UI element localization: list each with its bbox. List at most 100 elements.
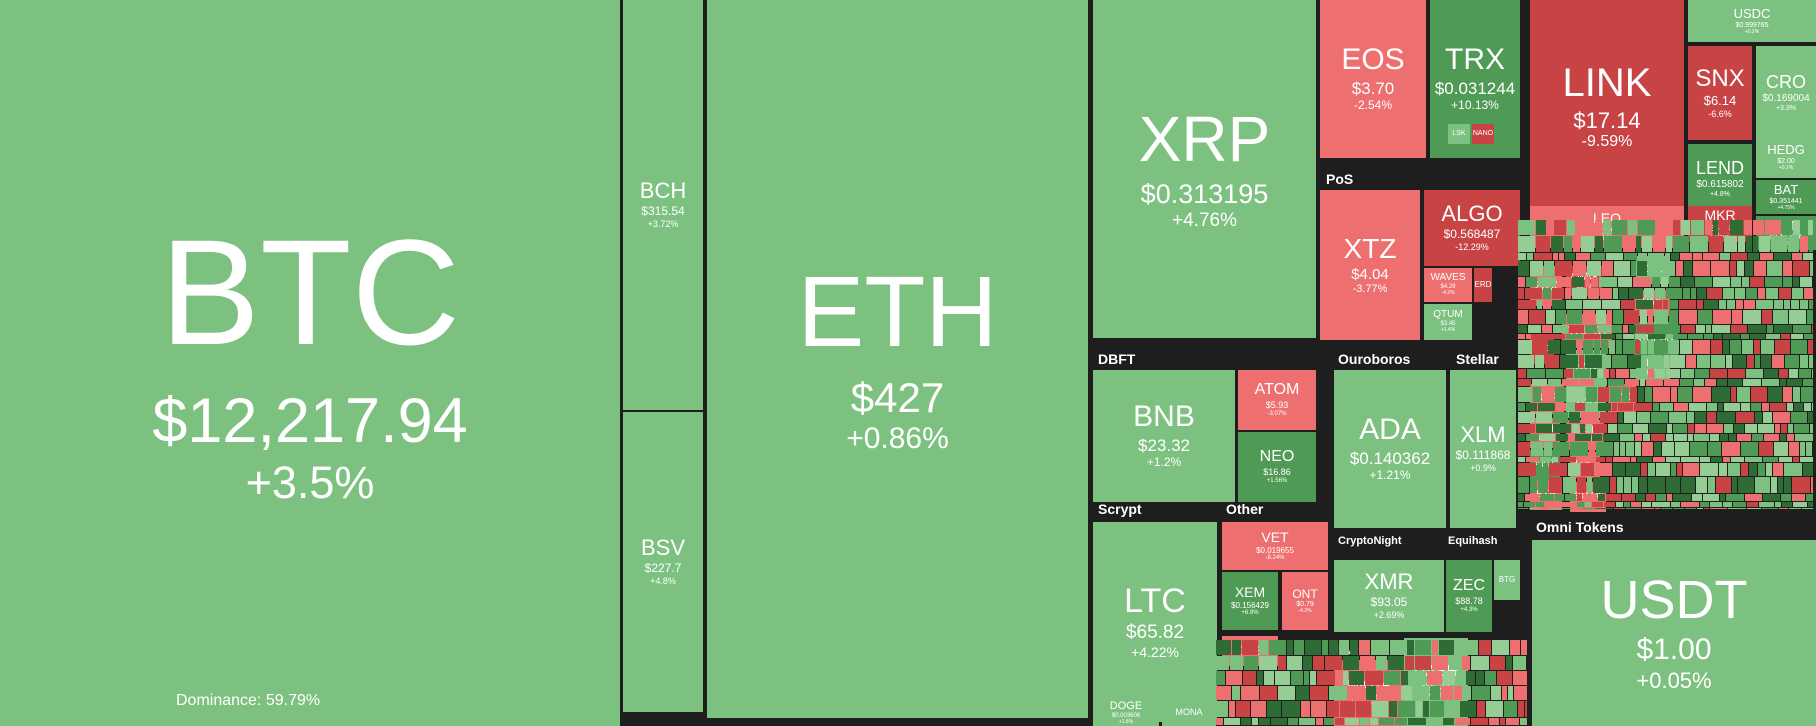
mini-tile — [1723, 340, 1729, 354]
mini-tile — [1763, 457, 1778, 462]
tile-mona[interactable]: MONA — [1162, 700, 1216, 726]
tile-ada[interactable]: ADA $0.140362 +1.21% — [1334, 370, 1446, 528]
mini-tile — [1791, 340, 1807, 354]
mini-tile — [1680, 379, 1693, 386]
mini-tile — [1556, 434, 1568, 441]
tile-ont[interactable]: ONT $0.79 -4.2% — [1282, 572, 1328, 630]
mini-tile — [1536, 236, 1550, 252]
mini-tile — [1485, 671, 1496, 685]
mini-tile — [1747, 355, 1754, 368]
tile-snx[interactable]: SNX $6.14 -6.6% — [1688, 46, 1752, 140]
tile-cro[interactable]: CRO $0.169004 +3.3% — [1756, 46, 1816, 140]
mini-tile — [1518, 220, 1535, 235]
mini-tile — [1532, 334, 1550, 339]
mini-tile — [1643, 434, 1650, 441]
mini-tile — [1608, 424, 1617, 433]
mini-tile — [1638, 387, 1644, 402]
mini-tile — [1656, 463, 1670, 476]
mini-tile — [1746, 288, 1757, 299]
mini-tile — [1610, 387, 1621, 402]
tile-eos[interactable]: EOS $3.70 -2.54% — [1320, 0, 1426, 158]
mini-tile — [1455, 640, 1465, 655]
tile-vet[interactable]: VET $0.019655 -8.24% — [1222, 522, 1328, 570]
mini-tile — [1589, 442, 1595, 456]
mini-tile — [1544, 442, 1552, 456]
tile-bsv[interactable]: BSV $227.7 +4.8% — [623, 412, 703, 712]
mini-tile — [1356, 701, 1371, 717]
mini-tile — [1518, 355, 1534, 368]
mini-tile — [1562, 502, 1576, 507]
tile-bat[interactable]: BAT $0.351441 +4.75% — [1756, 180, 1816, 214]
tile-xlm[interactable]: XLM $0.111868 +0.9% — [1450, 370, 1516, 528]
tile-erd[interactable]: ERD — [1474, 268, 1492, 302]
tile-symbol: BCH — [639, 178, 687, 204]
mini-tile — [1764, 369, 1778, 378]
tile-change: +0.1% — [1778, 164, 1794, 171]
tile-xmr[interactable]: XMR $93.05 +2.69% — [1334, 560, 1444, 632]
mini-tile — [1629, 288, 1643, 299]
tile-atom[interactable]: ATOM $5.93 -3.07% — [1238, 370, 1316, 430]
mini-tile — [1460, 701, 1476, 717]
mini-tile — [1518, 300, 1536, 309]
mini-tile — [1518, 369, 1526, 378]
mini-tile — [1518, 288, 1524, 299]
mini-tile — [1579, 379, 1594, 386]
mini-tile — [1669, 412, 1686, 423]
mini-tile — [1744, 220, 1752, 235]
tile-xrp[interactable]: XRP $0.313195 +4.76% — [1093, 0, 1316, 338]
mini-tile — [1773, 412, 1790, 423]
tile-ltc[interactable]: LTC $65.82 +4.22% — [1093, 522, 1217, 722]
mini-tile — [1529, 508, 1539, 509]
mini-tile — [1681, 277, 1694, 287]
mini-tile — [1565, 494, 1576, 501]
tile-qtum[interactable]: QTUM $3.45 +1.4% — [1424, 304, 1472, 340]
mini-tile — [1416, 701, 1422, 717]
mini-tile — [1741, 403, 1750, 411]
tile-usdt[interactable]: USDT $1.00 +0.05% — [1532, 540, 1816, 726]
mini-tile — [1700, 502, 1709, 507]
tile-btg[interactable]: BTG — [1494, 560, 1520, 600]
mini-tile — [1310, 671, 1316, 685]
tile-neo[interactable]: NEO $16.86 +1.56% — [1238, 432, 1316, 502]
mini-tile — [1631, 457, 1636, 462]
mini-tile — [1645, 387, 1652, 402]
tile-xtz[interactable]: XTZ $4.04 -3.77% — [1320, 190, 1420, 340]
tile-change: +4.22% — [1131, 643, 1179, 660]
tile-zec[interactable]: ZEC $88.78 +4.3% — [1446, 560, 1492, 632]
tile-waves[interactable]: WAVES $4.29 -4.2% — [1424, 268, 1472, 302]
tile-link[interactable]: LINK $17.14 -9.59% — [1530, 0, 1684, 215]
mini-tile — [1630, 387, 1637, 402]
mini-tile — [1591, 253, 1605, 260]
mini-tile — [1706, 325, 1711, 333]
mini-tile — [1587, 477, 1592, 493]
tile-eth[interactable]: ETH $427 +0.86% — [707, 0, 1088, 718]
mini-tile — [1577, 457, 1595, 462]
tile-bnb[interactable]: BNB $23.32 +1.2% — [1093, 370, 1235, 502]
mini-tile — [1713, 277, 1730, 287]
mini-tile — [1744, 300, 1755, 309]
mini-tile — [1708, 477, 1715, 493]
tile-algo[interactable]: ALGO $0.568487 -12.29% — [1424, 190, 1520, 266]
tile-doge[interactable]: DOGE $0.003606 +1.8% — [1093, 700, 1159, 726]
tile-btc[interactable]: BTC $12,217.94 +3.5% — [0, 0, 620, 726]
tile-symbol: THR — [1575, 395, 1598, 406]
mini-tile — [1586, 403, 1597, 411]
tile-lsk[interactable]: LSK — [1448, 124, 1470, 144]
tile-nano[interactable]: NANO — [1472, 124, 1494, 144]
tile-hedg[interactable]: HEDG $2.00 +0.1% — [1756, 136, 1816, 178]
mini-tile — [1242, 640, 1258, 655]
mini-tile — [1329, 640, 1338, 655]
mini-tile — [1803, 253, 1813, 260]
tile-bch[interactable]: BCH $315.54 +3.72% — [623, 0, 703, 410]
tile-xem[interactable]: XEM $0.156429 +6.9% — [1222, 572, 1278, 630]
mini-tile — [1700, 457, 1710, 462]
tile-price: $88.78 — [1455, 596, 1483, 607]
tile-price: $3.45 — [1440, 321, 1456, 328]
tile-usdc[interactable]: USDC $0.999765 +0.2% — [1688, 0, 1816, 42]
mini-tile — [1635, 442, 1641, 456]
mini-tile — [1781, 334, 1790, 339]
mini-tile — [1625, 379, 1639, 386]
mini-tile — [1673, 236, 1689, 252]
tile-lend[interactable]: LEND $0.615802 +4.8% — [1688, 144, 1752, 214]
mini-tile — [1766, 288, 1778, 299]
